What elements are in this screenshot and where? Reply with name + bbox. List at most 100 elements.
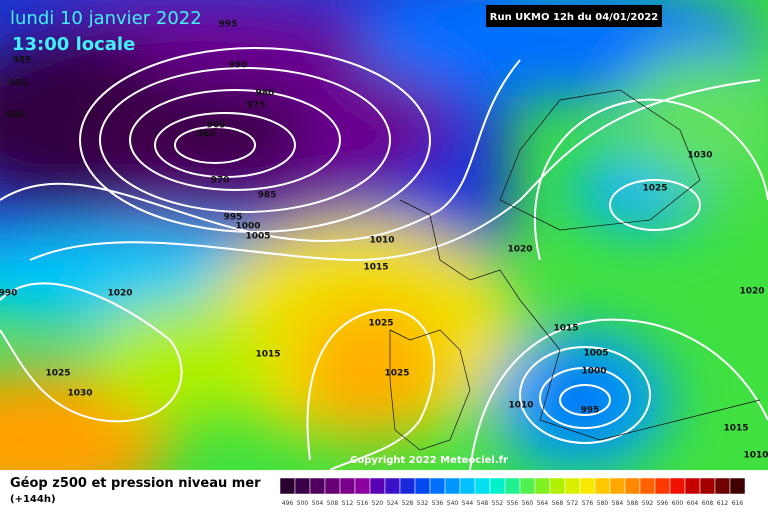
scale-label: 588 [627,500,639,507]
isobar-label: 1005 [245,232,270,242]
scale-cell [534,477,551,495]
scale-label: 520 [372,500,384,507]
isobar-label: 985 [9,79,28,89]
isobar-label: 1000 [581,367,606,377]
scale-cell [384,477,401,495]
scale-label: 616 [732,500,744,507]
scale-label: 512 [342,500,354,507]
scale-label: 612 [717,500,729,507]
isobar-label: 1015 [255,350,280,360]
isobar-label: 1020 [507,245,532,255]
isobar-label: 985 [13,56,32,66]
scale-cell [699,477,716,495]
scale-label: 552 [492,500,504,507]
scale-cell [444,477,461,495]
scale-cell [294,477,311,495]
scale-label: 508 [327,500,339,507]
scale-label: 528 [402,500,414,507]
scale-label: 548 [477,500,489,507]
scale-label: 608 [702,500,714,507]
scale-cell [609,477,626,495]
scale-label: 496 [282,500,294,507]
scale-cell [714,477,731,495]
scale-cell [504,477,521,495]
isobars [0,47,768,470]
isobar-label: 990 [6,111,25,121]
scale-label: 556 [507,500,519,507]
isobar-label: 995 [581,406,600,416]
legend-subtitle: (+144h) [10,494,56,505]
scale-cell [489,477,506,495]
scale-cell [414,477,431,495]
scale-cell [579,477,596,495]
run-box [486,5,662,27]
isobar-label: 1020 [739,287,764,297]
scale-cell [519,477,536,495]
scale-label: 576 [582,500,594,507]
scale-cell [594,477,611,495]
scale-label: 564 [537,500,549,507]
scale-label: 568 [552,500,564,507]
scale-label: 560 [522,500,534,507]
scale-cell [324,477,341,495]
isobar-label: 1010 [743,451,768,461]
isobar-label: 995 [224,213,243,223]
isobar-label: 1015 [553,324,578,334]
scale-cell [339,477,356,495]
scale-cell [399,477,416,495]
scale-cell [684,477,701,495]
isobar-label: 980 [256,89,275,99]
coastlines [389,89,761,451]
scale-cell [279,477,296,495]
scale-cell [639,477,656,495]
isobar-label: 1030 [67,389,92,399]
isobar-label: 1025 [384,369,409,379]
scale-label: 600 [672,500,684,507]
scale-label: 604 [687,500,699,507]
scale-cell [429,477,446,495]
isobar-label: 1000 [235,222,260,232]
isobar-label: 1030 [687,151,712,161]
scale-label: 524 [387,500,399,507]
isobar-label: 1025 [642,184,667,194]
scale-label: 592 [642,500,654,507]
scale-label: 540 [447,500,459,507]
scale-label: 572 [567,500,579,507]
scale-cell [669,477,686,495]
scale-cell [654,477,671,495]
scale-cell [729,477,746,495]
isobar-label: 990 [229,61,248,71]
legend-title: Géop z500 et pression niveau mer [10,476,261,491]
isobar-label: 1015 [723,424,748,434]
isobar-label: 1010 [508,401,533,411]
scale-cell [474,477,491,495]
scale-cell [624,477,641,495]
isobar-label: 965 [207,121,226,131]
scale-label: 500 [297,500,309,507]
time: 13:00 locale [12,34,135,55]
isobar-label: 1015 [363,263,388,273]
date: lundi 10 janvier 2022 [10,8,202,29]
scale-label: 584 [612,500,624,507]
isobar-label: 1025 [45,369,70,379]
scale-label: 504 [312,500,324,507]
scale-cell [459,477,476,495]
scale-label: 580 [597,500,609,507]
isobar-label: 990 [0,289,17,299]
copyright: Copyright 2022 Meteociel.fr [350,455,508,466]
isobar-label: 1005 [583,349,608,359]
run-info: Run UKMO 12h du 04/01/2022 [490,12,659,23]
scale-cell [369,477,386,495]
scale-label: 596 [657,500,669,507]
scale-label: 544 [462,500,474,507]
scale-cell [309,477,326,495]
scale-label: 516 [357,500,369,507]
scale-cell [354,477,371,495]
scale-cell [564,477,581,495]
isobar-label: 1010 [369,236,394,246]
scale-label: 532 [417,500,429,507]
isobar-label: 1020 [107,289,132,299]
isobar-label: 1025 [368,319,393,329]
